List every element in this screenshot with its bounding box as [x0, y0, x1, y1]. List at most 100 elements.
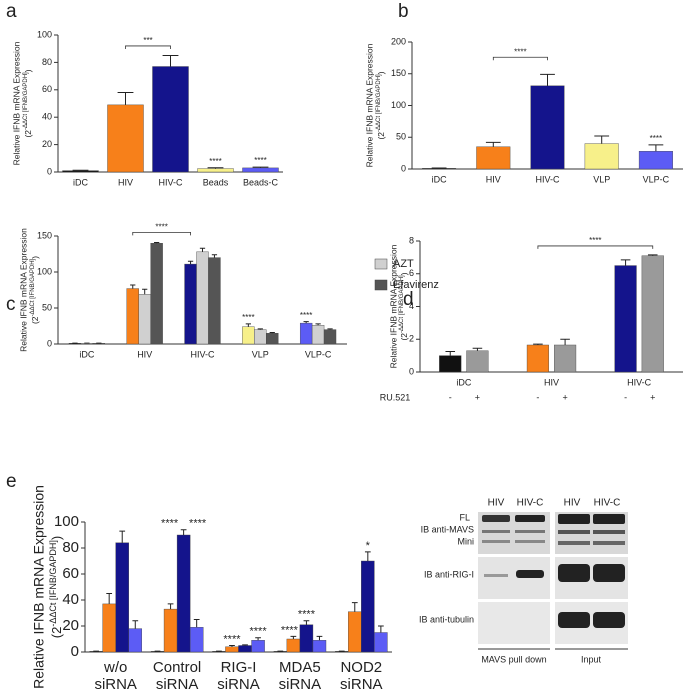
y-tick-label: 20 [42, 139, 52, 149]
subcategory-label: - [624, 392, 627, 402]
legend-label: AZT [393, 258, 414, 270]
band-label: FL [459, 512, 470, 522]
bar [374, 632, 388, 653]
error-bar [229, 645, 235, 647]
y-axis-unit: (2-ΔΔCt [IFNB/GAPDH]) [23, 69, 34, 137]
group-label: MAVS pull down [481, 654, 546, 664]
error-bar [132, 620, 139, 629]
error-bar [316, 635, 323, 641]
y-axis-label: Relative IFNB mRNA Expression [364, 43, 374, 167]
y-tick-label: 100 [391, 100, 406, 110]
bar [251, 640, 265, 653]
y-tick-label: 50 [396, 132, 406, 142]
bar [126, 288, 139, 345]
error-bar [154, 241, 160, 244]
subcategory-label: - [536, 392, 539, 402]
bar [128, 628, 142, 653]
bar [242, 326, 255, 345]
error-bar [648, 144, 664, 152]
blot-panel [478, 602, 550, 644]
x-tick-label: iDC [73, 177, 88, 187]
error-bar [207, 167, 224, 169]
group-label: Input [581, 654, 602, 664]
bar [238, 645, 252, 653]
panel-letter: a [6, 1, 17, 22]
y-tick-label: 150 [391, 68, 406, 78]
error-bar [445, 351, 456, 356]
bar [107, 104, 144, 173]
significance-label: **** [242, 313, 254, 322]
y-unit-base: (2 [23, 130, 33, 138]
bar [102, 603, 116, 653]
error-bar [269, 331, 275, 334]
bar [311, 325, 325, 345]
panel-letter: b [398, 1, 409, 22]
lane-label: HIV [564, 498, 581, 509]
bar [62, 170, 99, 173]
significance-label: **** [223, 633, 241, 645]
x-tick-label: HIV [118, 177, 133, 187]
y-axis-unit: (2-ΔΔCt [IFNB/GAPDH]) [376, 71, 387, 139]
significance-bracket [492, 56, 548, 61]
y-tick-label: 2 [409, 334, 414, 344]
error-bar [162, 55, 179, 67]
y-axis-label: Relative IFNB mRNA Expression [18, 228, 28, 352]
error-bar [378, 625, 384, 633]
error-bar [560, 338, 570, 345]
antibody-label: IB anti-RIG-I [424, 569, 474, 579]
bar [196, 251, 209, 345]
y-unit-exponent: -ΔΔCt [IFNB/GAPDH] [48, 540, 58, 627]
x-tick-label: HIV [137, 349, 152, 359]
x-tick-label: VLP [252, 349, 269, 359]
error-bar [290, 635, 297, 639]
y-axis-unit: (2-ΔΔCt [IFNB/GAPDH]) [399, 272, 410, 340]
x-tick-label: HIV-C [627, 377, 652, 387]
significance-label: **** [209, 157, 221, 166]
x-tick-label: HIV [486, 174, 501, 184]
bar [138, 294, 151, 345]
x-tick-label: VLP [593, 174, 610, 184]
significance-label: **** [281, 624, 299, 636]
bar [266, 333, 279, 345]
bar [641, 255, 664, 373]
y-axis-unit: (2-ΔΔCt [IFNB/GAPDH]) [30, 256, 41, 324]
significance-label: **** [514, 47, 526, 56]
significance-label: **** [298, 609, 316, 621]
bar [242, 167, 279, 173]
x-tick-label: HIV-C [190, 349, 215, 359]
y-axis-label: Relative IFNB mRNA Expression [31, 485, 47, 689]
x-tick-label: iDC [79, 349, 94, 359]
significance-label: **** [650, 134, 662, 143]
y-tick-label: 60 [62, 565, 79, 582]
x-tick-label: VLP-C [643, 174, 670, 184]
subcategory-label: + [475, 392, 480, 402]
error-bar [242, 644, 248, 646]
lane-label: HIV-C [594, 498, 621, 509]
subcategory-title: RU.521 [380, 392, 411, 402]
error-bar [252, 166, 269, 168]
x-tick-label: iDC [456, 377, 471, 387]
error-bar [117, 92, 134, 105]
bar [299, 322, 313, 345]
band-label: Mini [457, 536, 474, 546]
y-unit-base: (2 [49, 627, 64, 639]
y-unit-base: (2 [30, 316, 40, 324]
y-unit-base: (2 [376, 132, 386, 140]
y-tick-label: 40 [42, 112, 52, 122]
bar [208, 257, 221, 345]
significance-bracket [132, 232, 191, 236]
bar [176, 534, 191, 653]
bar [476, 146, 511, 170]
x-tick-label: iDC [432, 174, 447, 184]
y-unit-end: ) [376, 71, 386, 74]
panel-letter: e [6, 471, 17, 492]
bar [638, 151, 673, 170]
bar [286, 638, 301, 653]
panel-letter: d [403, 289, 414, 310]
y-unit-exponent: -ΔΔCt [IFNB/GAPDH] [23, 72, 29, 130]
y-axis-unit: (2-ΔΔCt [IFNB/GAPDH]) [48, 536, 64, 638]
significance-label: *** [143, 36, 152, 45]
error-bar [351, 602, 358, 612]
significance-label: **** [300, 311, 312, 320]
